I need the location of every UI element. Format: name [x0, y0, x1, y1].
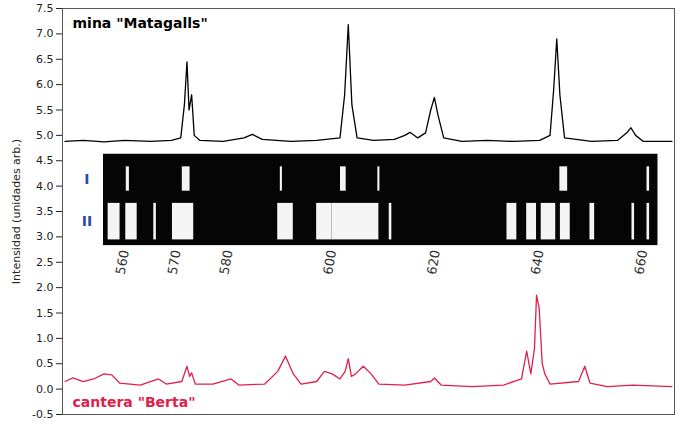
svg-text:1.5: 1.5	[36, 307, 54, 320]
svg-text:0.0: 0.0	[36, 383, 54, 396]
svg-text:I: I	[84, 171, 89, 187]
svg-text:5.0: 5.0	[36, 129, 54, 142]
svg-text:4.0: 4.0	[36, 180, 54, 193]
svg-text:600: 600	[320, 249, 339, 276]
svg-text:7.5: 7.5	[36, 2, 54, 15]
svg-text:4.5: 4.5	[36, 154, 54, 167]
svg-text:6.5: 6.5	[36, 53, 54, 66]
svg-text:640: 640	[528, 249, 547, 276]
svg-text:2.0: 2.0	[36, 281, 54, 294]
svg-text:580: 580	[216, 249, 235, 276]
svg-text:mina "Matagalls": mina "Matagalls"	[73, 15, 208, 31]
svg-text:cantera "Berta": cantera "Berta"	[73, 394, 196, 410]
svg-text:660: 660	[631, 249, 650, 276]
svg-text:560: 560	[113, 249, 132, 276]
svg-text:2.5: 2.5	[36, 256, 54, 269]
svg-text:620: 620	[424, 249, 443, 276]
svg-text:7.0: 7.0	[36, 27, 54, 40]
svg-text:570: 570	[165, 249, 184, 276]
svg-text:1.0: 1.0	[36, 332, 54, 345]
svg-text:-0.5: -0.5	[32, 408, 53, 421]
svg-text:3.5: 3.5	[36, 205, 54, 218]
svg-text:3.0: 3.0	[36, 230, 54, 243]
svg-text:5.5: 5.5	[36, 104, 54, 117]
svg-text:II: II	[82, 213, 92, 229]
svg-text:Intensidad (unidades arb.): Intensidad (unidades arb.)	[10, 139, 23, 284]
svg-text:6.0: 6.0	[36, 78, 54, 91]
svg-text:0.5: 0.5	[36, 357, 54, 370]
